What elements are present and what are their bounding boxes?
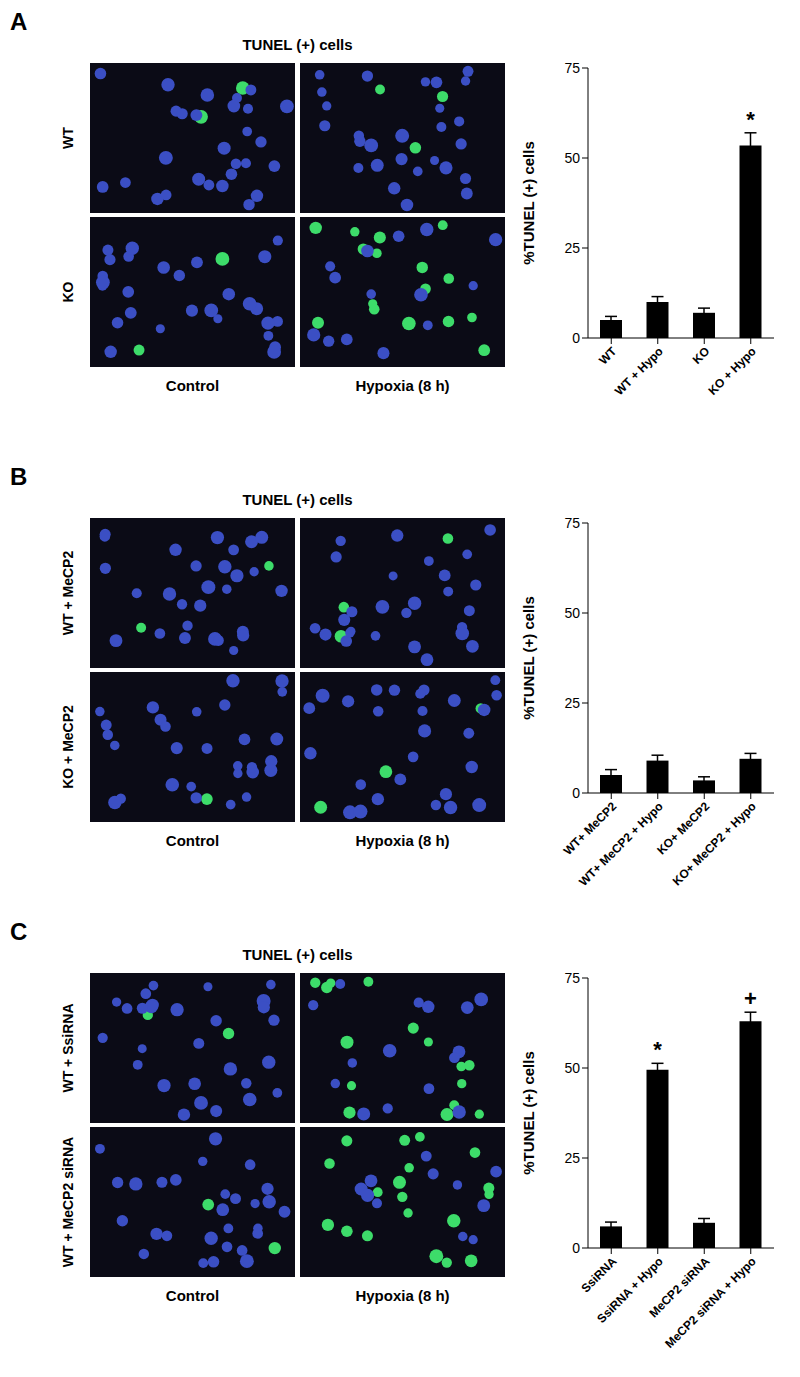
svg-text:KO + Hypo: KO + Hypo	[705, 344, 759, 398]
svg-text:KO: KO	[690, 344, 713, 367]
html-text:Hypoxia (8 h): Hypoxia (8 h)	[355, 832, 450, 849]
html-text:Control: Control	[165, 1287, 220, 1304]
svg-text:SsiRNA: SsiRNA	[578, 1254, 619, 1295]
html-text:Hypoxia (8 h): Hypoxia (8 h)	[355, 1287, 450, 1304]
svg-text:75: 75	[564, 970, 580, 986]
html-text:C: C	[10, 918, 28, 945]
html-text:Control: Control	[165, 377, 220, 394]
svg-text:%TUNEL (+) cells: %TUNEL (+) cells	[520, 1051, 537, 1175]
svg-text:WT: WT	[596, 344, 620, 368]
svg-text:%TUNEL (+) cells: %TUNEL (+) cells	[520, 141, 537, 265]
svg-text:WT + Hypo: WT + Hypo	[612, 344, 666, 398]
html-text:Control: Control	[165, 832, 220, 849]
svg-text:50: 50	[564, 605, 580, 621]
svg-text:25: 25	[564, 695, 580, 711]
svg-text:0: 0	[572, 785, 580, 801]
html-text:TUNEL (+) cells: TUNEL (+) cells	[242, 946, 353, 963]
svg-text:75: 75	[564, 60, 580, 76]
html-text:WT + MeCP2: WT + MeCP2	[60, 550, 76, 636]
html-text:KO: KO	[60, 281, 76, 303]
svg-text:0: 0	[572, 330, 580, 346]
html-text:Hypoxia (8 h): Hypoxia (8 h)	[355, 377, 450, 394]
html-text:WT + MeCP2 siRNA: WT + MeCP2 siRNA	[60, 1136, 76, 1268]
html-text:TUNEL (+) cells: TUNEL (+) cells	[242, 36, 353, 53]
svg-text:SsiRNA + Hypo: SsiRNA + Hypo	[594, 1254, 666, 1326]
html-text:TUNEL (+) cells: TUNEL (+) cells	[242, 491, 353, 508]
html-text:WT + SsiRNA: WT + SsiRNA	[60, 1003, 76, 1093]
svg-text:WT+ MeCP2 + Hypo: WT+ MeCP2 + Hypo	[576, 799, 666, 889]
svg-text:MeCP2 siRNA + Hypo: MeCP2 siRNA + Hypo	[662, 1254, 759, 1351]
svg-text:*: *	[653, 1037, 662, 1062]
svg-text:+: +	[744, 986, 757, 1011]
svg-text:50: 50	[564, 150, 580, 166]
svg-text:%TUNEL (+) cells: %TUNEL (+) cells	[520, 596, 537, 720]
html-text:B: B	[10, 463, 28, 490]
svg-text:25: 25	[564, 1150, 580, 1166]
svg-text:25: 25	[564, 240, 580, 256]
svg-text:KO+ MeCP2 + Hypo: KO+ MeCP2 + Hypo	[670, 799, 759, 888]
html-text:WT: WT	[60, 127, 76, 149]
svg-text:*: *	[746, 107, 755, 132]
svg-text:50: 50	[564, 1060, 580, 1076]
html-text:A: A	[10, 8, 28, 35]
svg-text:75: 75	[564, 515, 580, 531]
svg-text:0: 0	[572, 1240, 580, 1256]
html-text:KO + MeCP2: KO + MeCP2	[60, 705, 76, 789]
